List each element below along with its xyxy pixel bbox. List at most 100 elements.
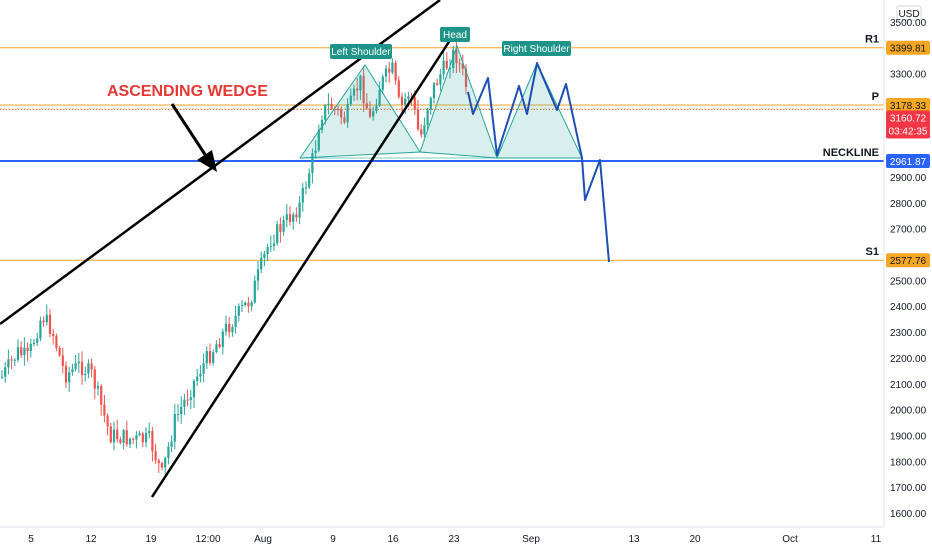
candle-body	[180, 406, 183, 414]
candle-body	[16, 347, 20, 360]
candle-body	[320, 119, 324, 130]
candle-body	[148, 431, 151, 433]
x-ticks: 5 12 19 12:00 Aug 9 16 23 Sep 13 20 Oct 11	[28, 534, 881, 545]
candle-body	[352, 88, 356, 96]
candle-body	[336, 109, 340, 111]
candle-body	[23, 347, 26, 356]
candle-body	[157, 460, 160, 464]
candle-body	[119, 439, 122, 444]
neckline-label: NECKLINE	[823, 147, 879, 159]
y-tick-label: 2500.00	[890, 276, 927, 287]
candle-body	[173, 414, 176, 442]
r1-price-tag[interactable]	[886, 40, 930, 55]
candle-body	[250, 302, 253, 307]
candle-body	[381, 76, 384, 90]
candle-body	[362, 75, 365, 104]
candle-body	[269, 246, 272, 248]
candle-body	[301, 187, 304, 203]
right-shoulder-badge[interactable]	[502, 41, 571, 56]
candle-body	[413, 97, 416, 110]
p-label: P	[872, 91, 879, 103]
candle-body	[32, 342, 36, 344]
candle-body	[36, 338, 39, 343]
candle-body	[138, 433, 141, 436]
left-shoulder-badge[interactable]	[330, 44, 392, 59]
candle-body	[455, 49, 458, 64]
candle-body	[90, 363, 93, 370]
bar-countdown: 03:42:35	[889, 127, 928, 138]
r1-price-tag-text: 3399.81	[890, 44, 927, 55]
time-axis[interactable]	[0, 527, 932, 550]
annotations: R1 P NECKLINE S1 ASCENDING WEDGE Left Shoulde…	[107, 27, 879, 258]
candle-body	[423, 125, 426, 135]
x-tick-label: 13	[628, 534, 640, 545]
y-tick-label: 2800.00	[890, 199, 927, 210]
price-axis[interactable]	[884, 0, 932, 550]
y-tick-label: 2200.00	[890, 354, 927, 365]
candle-body	[93, 369, 96, 389]
y-tick-label: 1700.00	[890, 483, 927, 494]
y-tick-label: 2900.00	[890, 173, 927, 184]
candle-body	[164, 457, 167, 468]
candle-body	[58, 347, 61, 356]
y-tick-label: 3500.00	[890, 18, 927, 29]
candle-body	[71, 369, 74, 373]
candle-body	[285, 214, 288, 221]
candle-body	[292, 214, 295, 222]
candle-body	[176, 413, 180, 415]
s1-price-tag[interactable]	[886, 253, 930, 268]
wedge-lower-line[interactable]	[150, 27, 460, 498]
head-badge[interactable]	[440, 27, 470, 42]
candle-body	[61, 355, 64, 366]
projection-line[interactable]	[467, 62, 610, 263]
candle-body	[48, 314, 52, 334]
candle-body	[445, 60, 448, 69]
current-price-value: 3160.72	[890, 114, 927, 125]
currency-badge[interactable]	[896, 5, 922, 21]
current-price-tag[interactable]	[886, 110, 930, 139]
candle-body	[100, 386, 103, 405]
candle-body	[391, 62, 394, 73]
left-shoulder-shape[interactable]	[299, 64, 421, 159]
candle-body	[384, 68, 388, 77]
p-price-tag[interactable]	[886, 98, 930, 113]
candle-body	[416, 109, 420, 130]
candle-body	[304, 187, 308, 189]
candle-body	[397, 80, 400, 97]
candle-body	[154, 451, 157, 461]
candle-body	[247, 302, 250, 307]
candle-body	[378, 89, 381, 106]
candle-body	[439, 74, 442, 85]
candle-body	[375, 105, 378, 112]
neckline-price-tag[interactable]	[886, 153, 930, 168]
candle-body	[189, 397, 192, 400]
x-tick-label: 5	[28, 534, 34, 545]
candle-body	[426, 109, 429, 126]
candle-body	[327, 103, 330, 106]
candle-body	[442, 60, 445, 75]
right-shoulder-shape[interactable]	[496, 61, 583, 159]
wedge-arrow-shaft	[170, 103, 208, 157]
x-tick-label: 19	[145, 534, 157, 545]
x-tick-label: 20	[689, 534, 701, 545]
candle-body	[13, 359, 16, 361]
candle-body	[186, 399, 189, 401]
candle-body	[295, 214, 298, 218]
candle-body	[45, 314, 48, 323]
y-tick-label: 2300.00	[890, 328, 927, 339]
candle-body	[253, 280, 256, 303]
candle-body	[116, 429, 119, 440]
candle-body	[317, 129, 320, 151]
candle-body	[461, 63, 464, 69]
candle-body	[260, 257, 263, 270]
wedge-arrow-head	[197, 150, 217, 172]
candle-body	[340, 109, 343, 118]
candle-body	[68, 372, 71, 383]
p-price-tag-text: 3178.33	[890, 101, 927, 112]
candle-body	[202, 363, 205, 374]
y-tick-label: 2700.00	[890, 225, 927, 236]
candle-body	[64, 365, 68, 383]
candle-body	[132, 438, 135, 440]
x-tick-label: 11	[871, 534, 882, 545]
candle-body	[359, 75, 362, 91]
